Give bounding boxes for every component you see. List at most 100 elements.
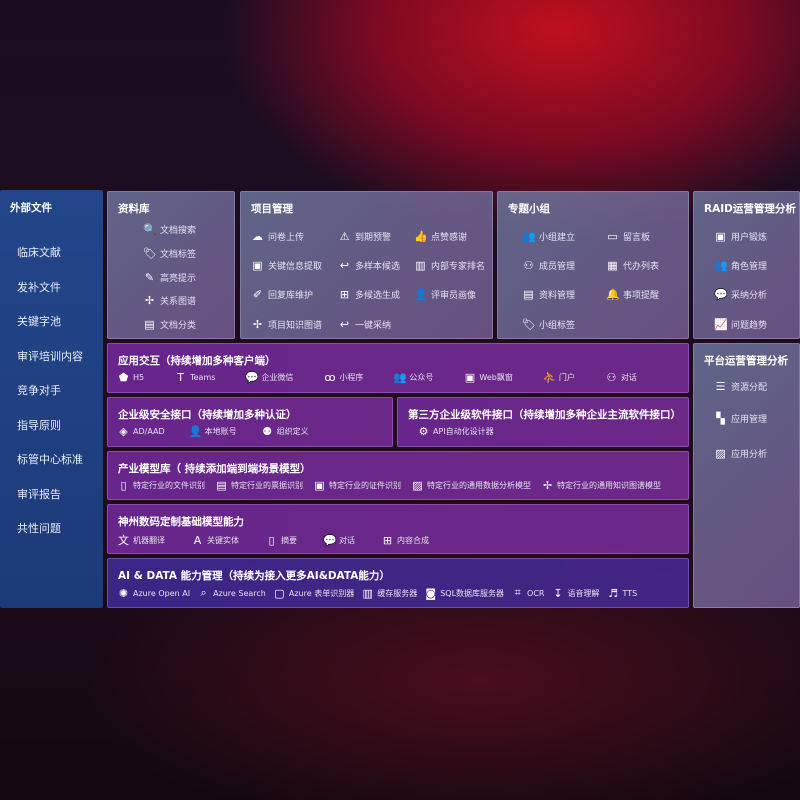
feature-item[interactable]: 🔔 事项提醒 [606, 288, 659, 301]
tts-icon: ♬ [608, 586, 618, 600]
feature-item[interactable]: ⊞ 多候选生成 [338, 288, 400, 301]
feature-item[interactable]: 🏷 小组标签 [522, 318, 575, 331]
feature-item[interactable]: ⚇ 对话 [605, 371, 636, 384]
sidebar-item[interactable]: 指导原则 [17, 418, 61, 432]
feature-row: ▯ 特定行业的文件识别 ▤ 特定行业的票据识别 ▣ 特定行业的证件识别 ▨ 特定行业的通用数据… [117, 479, 661, 492]
feature-label: 特定行业的票据识别 [231, 481, 303, 490]
cloud-upload-icon: ☁ [252, 230, 263, 243]
feature-item[interactable]: 🏷 文档标签 [143, 247, 196, 260]
sidebar-item[interactable]: 临床文献 [17, 246, 61, 259]
feature-label: 项目知识图谱 [268, 321, 323, 331]
feature-item[interactable]: ▣ 用户锻炼 [714, 230, 767, 243]
interaction-panel: 应用交互（持续增加多种客户端） ⬟ H5 T Teams 💬 企业微信 ꝏ 小程序 👥 公众号 ▣ We… [107, 343, 689, 393]
feature-item[interactable]: 💬 对话 [323, 534, 355, 547]
reply-icon: ↩ [339, 318, 350, 331]
feature-item[interactable]: ▢ Azure 表单识别器 [273, 587, 354, 600]
feature-item[interactable]: ✎ 高亮提示 [143, 271, 196, 284]
aidata-panel: AI & DATA 能力管理（持续为接入更多AI&DATA能力） ✺ Azure O… [107, 558, 689, 608]
feature-label: 问题趋势 [731, 321, 768, 331]
feature-item[interactable]: ⚇ 成员管理 [522, 259, 575, 272]
feature-label: 内容合成 [397, 535, 429, 545]
feature-item[interactable]: ♬ TTS [607, 586, 637, 600]
feature-item[interactable]: ↩ 多样本候选 [338, 259, 400, 272]
feature-item[interactable]: ✺ Azure Open AI [117, 587, 190, 600]
feature-item[interactable]: ◙ SQL数据库服务器 [424, 587, 504, 600]
org-icon: ⚉ [262, 425, 273, 438]
feature-item[interactable]: 💬 企业微信 [245, 371, 293, 384]
sidebar-item[interactable]: 竞争对手 [17, 384, 61, 397]
feature-item[interactable]: ▥ 内部专家排名 [414, 259, 485, 272]
panel-title: 平台运营管理分析 [704, 355, 788, 367]
feature-item[interactable]: ▨ 应用分析 [714, 447, 767, 460]
feature-label: 问卷上传 [268, 233, 305, 243]
feature-item[interactable]: ▨ 特定行业的通用数据分析模型 [411, 479, 531, 492]
sidebar-item[interactable]: 共性问题 [17, 522, 61, 535]
sidebar-item[interactable]: 审评培训内容 [17, 349, 83, 363]
feature-item[interactable]: ⊞ 内容合成 [381, 534, 429, 547]
feature-item[interactable]: ↩ 一键采纳 [338, 318, 391, 331]
feature-label: 对话 [339, 535, 355, 545]
feature-item[interactable]: ⌗ OCR [511, 586, 544, 600]
feature-item[interactable]: ✐ 回复库维护 [251, 288, 313, 301]
feature-item[interactable]: ☰ 资源分配 [714, 380, 767, 393]
user-add-icon: ⚇ [523, 259, 534, 272]
sidebar-item[interactable]: 标管中心标准 [17, 453, 83, 466]
feature-item[interactable]: ▚ 应用管理 [714, 412, 767, 425]
feature-item[interactable]: 👤 本地账号 [189, 425, 237, 438]
feature-item[interactable]: 👤 评审员画像 [414, 288, 476, 301]
feature-label: 应用分析 [731, 450, 768, 460]
feature-label: 小组标签 [539, 321, 576, 331]
feature-item[interactable]: 👍 点赞感谢 [414, 230, 467, 243]
sidebar-item[interactable]: 审评报告 [17, 487, 61, 501]
feature-item[interactable]: ▤ 特定行业的票据识别 [215, 479, 303, 492]
panel-title: 应用交互（持续增加多种客户端） [118, 355, 276, 367]
feature-label: 小程序 [339, 373, 364, 382]
library-panel: 资料库 🔍 文档搜索 🏷 文档标签 ✎ 高亮提示 ✢ 关系图谱 ▤ 文档分类 [107, 191, 235, 339]
feature-item[interactable]: ✢ 特定行业的通用知识图谱模型 [541, 479, 661, 492]
feature-item[interactable]: 👥 公众号 [393, 371, 433, 384]
feature-item[interactable]: ▤ 文档分类 [143, 318, 196, 331]
feature-item[interactable]: ✢ 项目知识图谱 [251, 318, 322, 331]
feature-item[interactable]: 👥 角色管理 [714, 259, 767, 272]
feature-item[interactable]: ⚠ 到期预警 [338, 230, 391, 243]
feature-label: Azure Search [213, 588, 266, 598]
feature-item[interactable]: ⛹ 门户 [543, 371, 575, 384]
feature-item[interactable]: A 关键实体 [191, 534, 239, 547]
feature-label: 采纳分析 [731, 291, 768, 301]
feature-item[interactable]: ▤ 资料管理 [522, 288, 575, 301]
feature-item[interactable]: ☁ 问卷上传 [251, 230, 304, 243]
feature-label: 一键采纳 [355, 321, 392, 331]
feature-item[interactable]: ▣ 关键信息提取 [251, 259, 322, 272]
feature-item[interactable]: ⚙ API自动化设计器 [417, 425, 494, 438]
feature-item[interactable]: 📈 问题趋势 [714, 318, 767, 331]
feature-item[interactable]: ✢ 关系图谱 [143, 294, 196, 307]
feature-item[interactable]: ⚉ 组织定义 [261, 425, 308, 438]
feature-item[interactable]: ▥ 缓存服务器 [361, 587, 418, 600]
feature-item[interactable]: T Teams [174, 371, 215, 384]
apps-icon: ▚ [716, 412, 725, 425]
feature-item[interactable]: ▣ Web飘窗 [463, 371, 513, 384]
feature-item[interactable]: 💬 采纳分析 [714, 288, 767, 301]
feature-label: 特定行业的通用数据分析模型 [427, 481, 531, 490]
sidebar-item[interactable]: 发补文件 [17, 280, 61, 294]
feature-item[interactable]: ꝏ 小程序 [323, 371, 363, 384]
qa-icon: 💬 [714, 288, 728, 301]
feature-item[interactable]: ▦ 代办列表 [606, 259, 659, 272]
feature-item[interactable]: ▭ 留言板 [606, 230, 650, 243]
feature-item[interactable]: ▯ 摘要 [265, 534, 297, 547]
feature-item[interactable]: ⬟ H5 [117, 371, 144, 384]
feature-item[interactable]: 👥 小组建立 [522, 230, 575, 243]
panel-title: 项目管理 [251, 203, 293, 215]
feature-item[interactable]: ▣ 特定行业的证件识别 [313, 479, 401, 492]
bell-icon: 🔔 [606, 288, 620, 301]
feature-item[interactable]: ▯ 特定行业的文件识别 [117, 479, 205, 492]
sidebar-item[interactable]: 关键字池 [17, 315, 61, 328]
chat-users-icon: ⚇ [606, 371, 617, 384]
feature-item[interactable]: 文机器翻译 [117, 532, 165, 548]
feature-label: 角色管理 [731, 262, 768, 272]
feature-item[interactable]: ◈ AD/AAD [117, 425, 164, 438]
thirdparty-panel: 第三方企业级软件接口（持续增加多种企业主流软件接口） ⚙ API自动化设计器 [397, 397, 689, 447]
feature-item[interactable]: 🔍 文档搜索 [143, 223, 196, 236]
feature-item[interactable]: ⌕ Azure Search [197, 586, 266, 600]
feature-item[interactable]: ↧ 语音理解 [552, 587, 599, 600]
